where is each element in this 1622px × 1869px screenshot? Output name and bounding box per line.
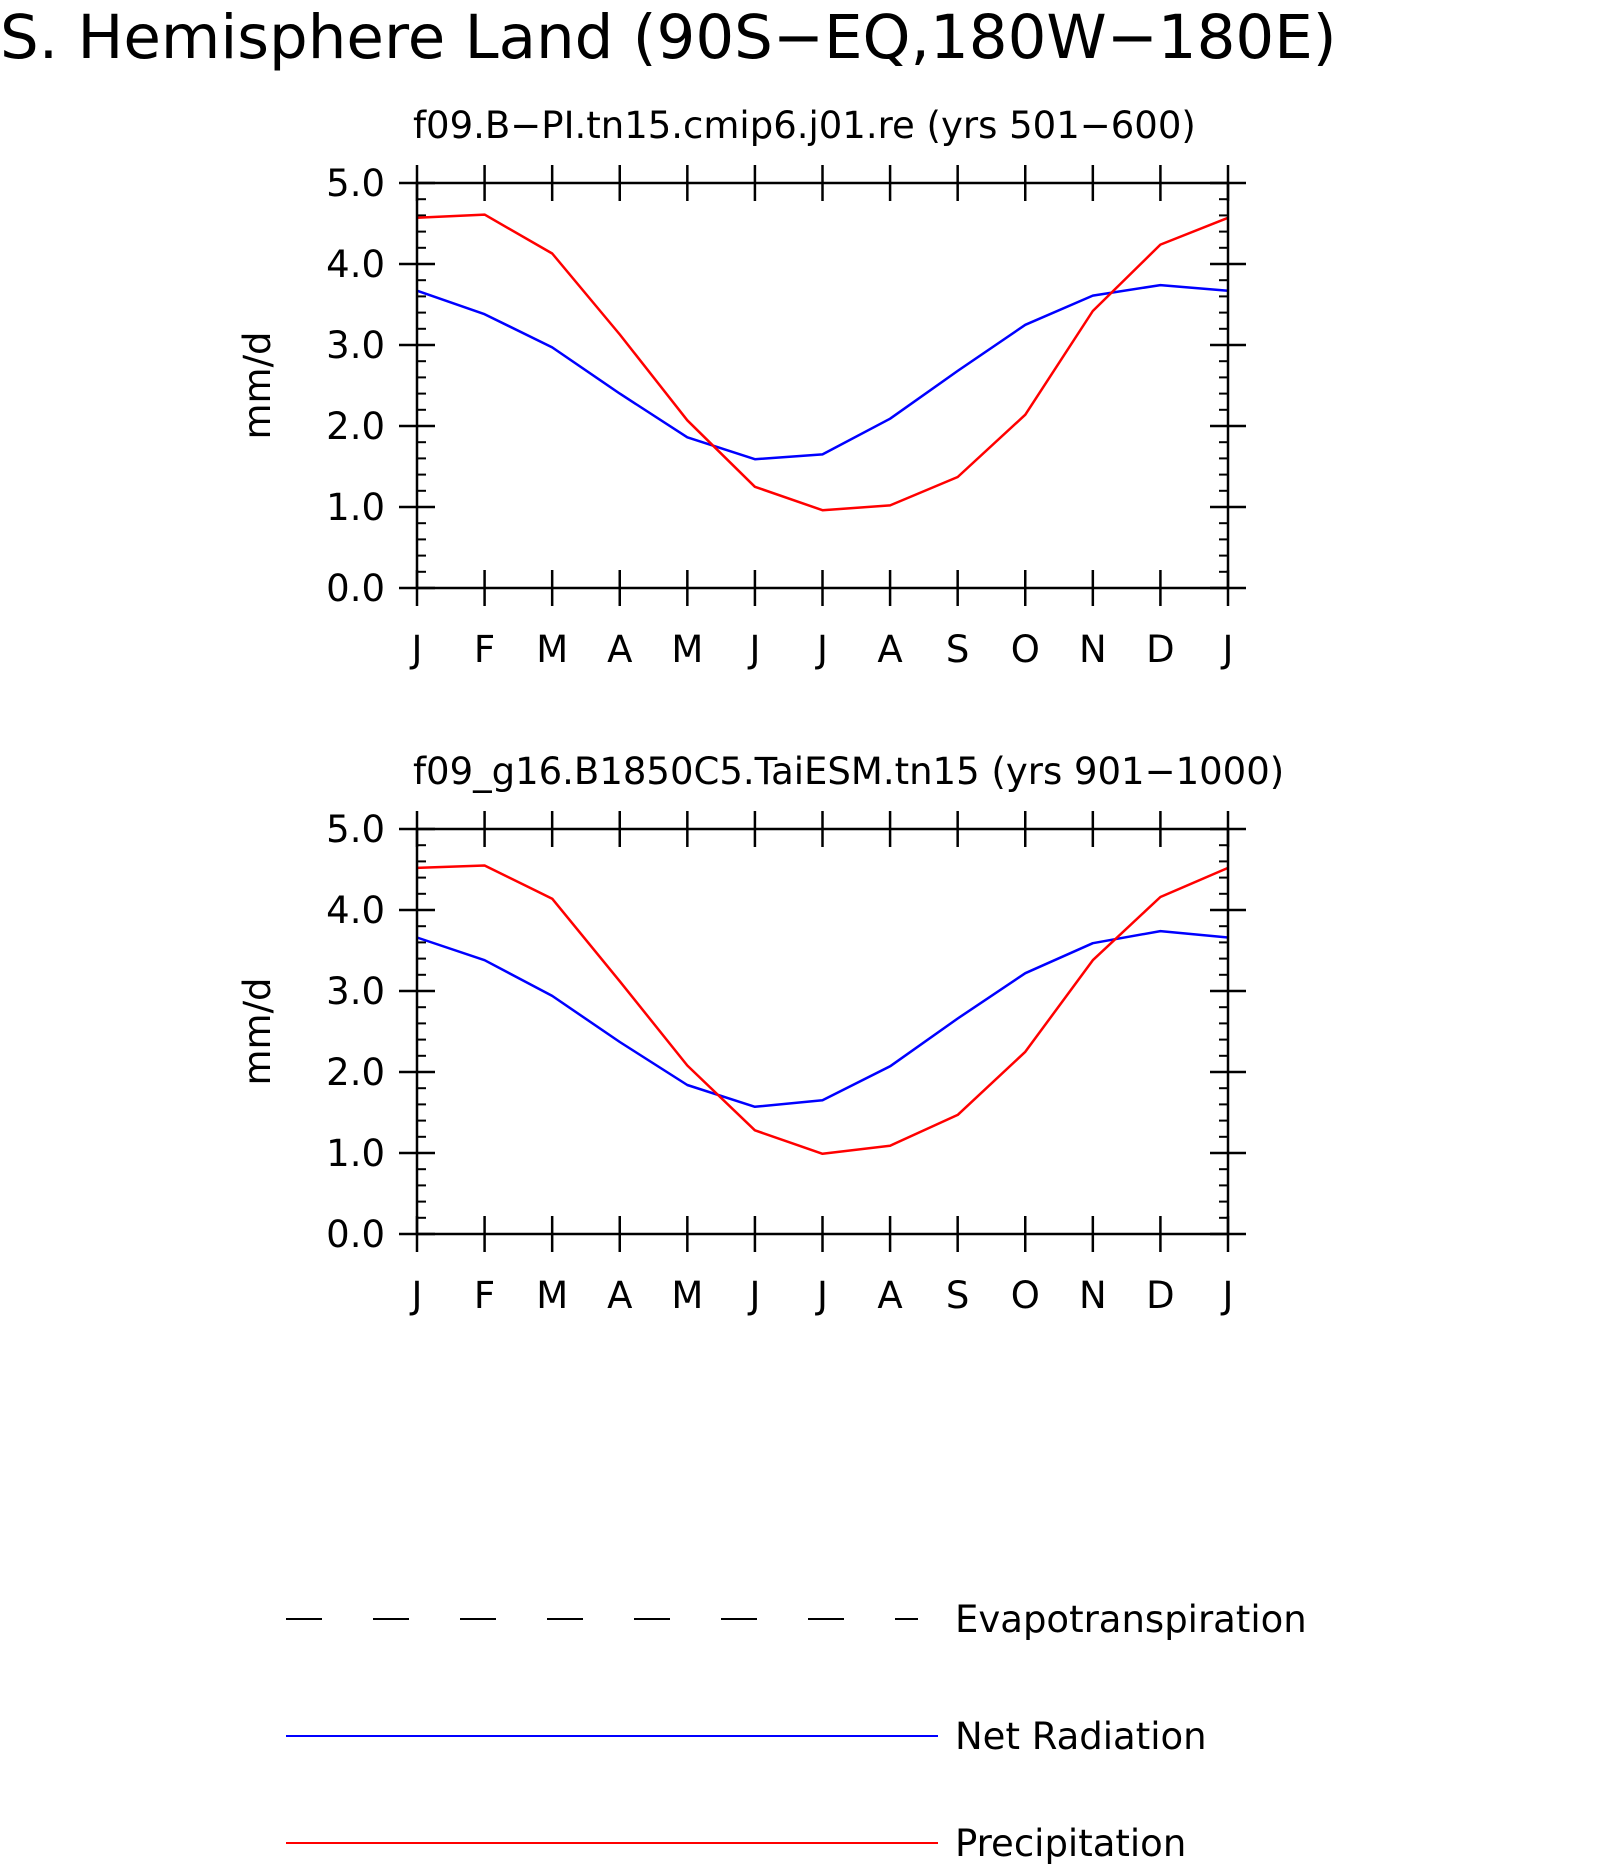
x-tick-label: M xyxy=(671,1274,703,1317)
x-tick-label: M xyxy=(536,628,568,671)
legend-label: Precipitation xyxy=(955,1822,1186,1865)
x-tick-label: J xyxy=(747,1274,760,1317)
x-tick-label: A xyxy=(877,1274,902,1317)
x-tick-label: J xyxy=(410,1274,423,1317)
x-tick-label: S xyxy=(946,1274,970,1317)
x-tick-label: N xyxy=(1079,628,1107,671)
y-tick-label: 0.0 xyxy=(326,1213,385,1256)
legend: Evapotranspiration Net Radiation Precipita… xyxy=(286,1598,1307,1865)
chart-panels: f09.B−PI.tn15.cmip6.j01.re (yrs 501−600)… xyxy=(236,104,1284,1317)
series-line-precipitation xyxy=(416,213,1229,512)
y-tick-label: 0.0 xyxy=(326,567,385,610)
x-tick-label: O xyxy=(1011,628,1040,671)
y-axis-label: mm/d xyxy=(236,331,279,439)
x-tick-label: A xyxy=(877,628,902,671)
panel-title: f09.B−PI.tn15.cmip6.j01.re (yrs 501−600) xyxy=(413,104,1196,147)
x-tick-label: D xyxy=(1146,1274,1175,1317)
x-tick-label: J xyxy=(815,1274,828,1317)
y-tick-label: 3.0 xyxy=(326,970,385,1013)
y-tick-label: 2.0 xyxy=(326,405,385,448)
chart-panel-1: f09.B−PI.tn15.cmip6.j01.re (yrs 501−600)… xyxy=(236,104,1246,671)
y-tick-label: 4.0 xyxy=(326,243,385,286)
y-axis-label: mm/d xyxy=(236,977,279,1085)
x-tick-label: F xyxy=(474,1274,495,1317)
plot-frame xyxy=(415,181,1230,590)
x-tick-label: A xyxy=(607,628,632,671)
x-tick-label: O xyxy=(1011,1274,1040,1317)
series-line-precipitation xyxy=(416,864,1229,1156)
x-tick-label: M xyxy=(671,628,703,671)
y-tick-label: 5.0 xyxy=(326,162,385,205)
y-tick-label: 1.0 xyxy=(326,486,385,529)
panel-title: f09_g16.B1850C5.TaiESM.tn15 (yrs 901−100… xyxy=(413,750,1284,793)
legend-label: Net Radiation xyxy=(955,1715,1207,1758)
x-tick-label: N xyxy=(1079,1274,1107,1317)
x-tick-label: J xyxy=(1221,628,1234,671)
x-tick-label: J xyxy=(410,628,423,671)
y-tick-label: 3.0 xyxy=(326,324,385,367)
y-tick-label: 5.0 xyxy=(326,808,385,851)
series-line-net-radiation xyxy=(416,929,1229,1109)
x-tick-label: J xyxy=(747,628,760,671)
y-tick-label: 1.0 xyxy=(326,1132,385,1175)
plot-frame xyxy=(415,827,1230,1236)
y-tick-label: 4.0 xyxy=(326,889,385,932)
legend-label: Evapotranspiration xyxy=(955,1598,1307,1641)
x-tick-label: J xyxy=(815,628,828,671)
x-tick-label: J xyxy=(1221,1274,1234,1317)
chart-panel-2: f09_g16.B1850C5.TaiESM.tn15 (yrs 901−100… xyxy=(236,750,1284,1317)
x-tick-label: F xyxy=(474,628,495,671)
x-tick-label: D xyxy=(1146,628,1175,671)
x-tick-label: M xyxy=(536,1274,568,1317)
series-line-net-radiation xyxy=(416,283,1229,461)
figure-title: S. Hemisphere Land (90S−EQ,180W−180E) xyxy=(0,2,1337,73)
x-tick-label: S xyxy=(946,628,970,671)
x-tick-label: A xyxy=(607,1274,632,1317)
y-tick-label: 2.0 xyxy=(326,1051,385,1094)
